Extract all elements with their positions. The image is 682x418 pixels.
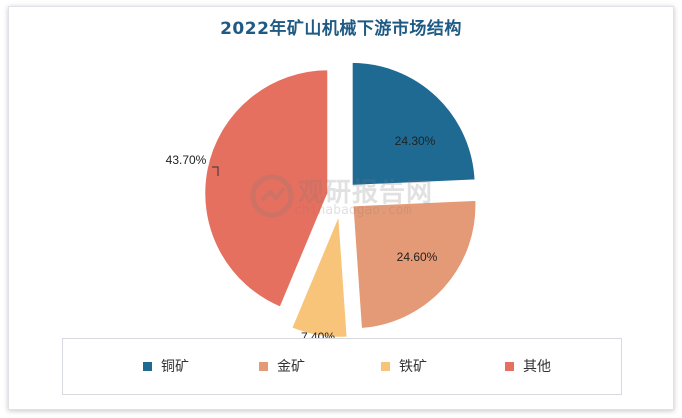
legend-swatch bbox=[143, 361, 152, 371]
data-label-1: 24.30% bbox=[395, 134, 436, 148]
watermark-logo-icon bbox=[250, 174, 294, 218]
label-leader-line bbox=[212, 166, 219, 176]
pie-slice-2 bbox=[351, 198, 478, 331]
watermark-url: chinabaogao.com bbox=[294, 203, 412, 218]
legend-swatch bbox=[259, 361, 268, 371]
watermark-text: 观研报告网 bbox=[298, 178, 434, 208]
legend-item-1: 铜矿 bbox=[143, 357, 189, 375]
data-label-4: 43.70% bbox=[166, 153, 207, 167]
legend-label: 铁矿 bbox=[399, 359, 427, 375]
pie-slice-4 bbox=[203, 68, 330, 309]
data-label-2: 24.60% bbox=[397, 250, 438, 264]
legend-label: 铜矿 bbox=[161, 359, 189, 375]
chart-legend: 铜矿 金矿 铁矿 其他 bbox=[62, 338, 622, 395]
legend-label: 金矿 bbox=[277, 359, 305, 375]
watermark: 观研报告网 chinabaogao.com bbox=[250, 172, 450, 224]
legend-swatch bbox=[381, 361, 390, 371]
legend-swatch bbox=[505, 361, 514, 371]
legend-item-2: 金矿 bbox=[259, 357, 305, 375]
chart-title: 2022年矿山机械下游市场结构 bbox=[220, 19, 462, 39]
legend-item-4: 其他 bbox=[505, 357, 551, 375]
pie-slice-3 bbox=[289, 213, 349, 339]
legend-label: 其他 bbox=[523, 359, 551, 375]
legend-item-3: 铁矿 bbox=[381, 357, 427, 375]
pie-slice-1 bbox=[350, 60, 477, 187]
